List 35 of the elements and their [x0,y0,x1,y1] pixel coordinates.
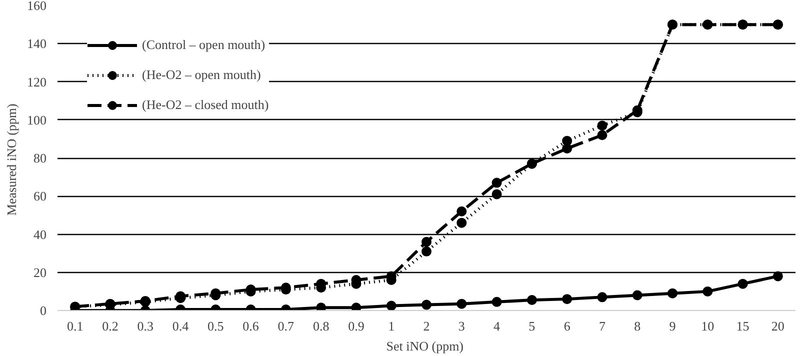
x-tick-label: 15 [736,318,750,334]
x-tick-label: 0.7 [278,318,295,334]
x-tick-label: 20 [771,318,784,334]
y-tick-label: 120 [27,74,46,90]
x-tick-label: 0.2 [102,318,118,334]
legend-label: (Control – open mouth) [142,37,266,53]
y-tick-label: 100 [27,112,46,128]
x-tick-label: 8 [634,318,641,334]
x-tick-label: 4 [494,318,501,334]
y-tick-label: 40 [34,226,46,242]
x-tick-label: 5 [528,318,536,334]
x-tick-label: 7 [598,318,606,334]
x-tick-label: 10 [701,318,714,334]
y-tick-label: 140 [27,36,46,52]
legend-label: (He-O2 – closed mouth) [142,97,269,113]
y-axis-title: Measured iNO (ppm) [4,104,19,216]
y-tick-label: 0 [40,303,46,318]
x-tick-label: 0.8 [312,318,330,334]
x-tick-label: 1 [388,318,395,334]
legend-label: (He-O2 – open mouth) [142,67,261,83]
y-tick-label: 80 [34,150,46,166]
x-tick-label: 0.6 [242,318,260,334]
x-axis-title: Set iNO (ppm) [386,338,464,354]
x-tick-label: 6 [564,318,571,334]
y-tick-label: 60 [34,188,46,204]
y-tick-label: 160 [27,0,46,13]
x-tick-label: 0.9 [348,318,364,334]
x-tick-label: 9 [669,318,676,334]
x-tick-label: 0.1 [66,318,84,334]
x-tick-label: 0.4 [172,318,190,334]
x-tick-label: 0.5 [208,318,224,334]
x-tick-label: 0.3 [137,318,154,334]
x-tick-label: 3 [458,318,465,334]
x-tick-label: 2 [423,318,430,334]
y-tick-label: 20 [34,264,46,280]
